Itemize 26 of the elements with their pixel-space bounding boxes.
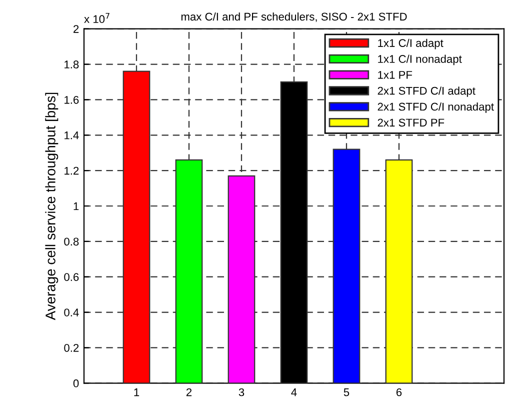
chart-title: max C/I and PF schedulers, SISO - 2x1 STFD [181,12,407,22]
x-tick-label: 3 [238,388,244,396]
text: x 10$^{7}$ [84,12,110,24]
x-tick-label: 1 [134,388,140,396]
y-tick-label: 0.2 [64,344,79,352]
x-tick-label: 5 [344,388,350,396]
x-tick-label: 2 [186,388,192,396]
legend-label: 1x1 PF [378,71,412,79]
x-tick-label: 6 [396,388,402,396]
legend-label: 1x1 C/I adapt [378,38,444,50]
legend-label: 2x1 STFD C/I adapt [378,86,476,97]
y-tick-label: 1.2 [64,166,79,175]
y-tick-label: 1.4 [64,132,79,140]
y-tick-label: 0.8 [64,238,79,246]
y-tick-label: 2 [74,25,79,33]
legend-label: 1x1 C/I nonadapt [378,54,462,66]
legend-label: 2x1 STFD C/I nonadapt [378,102,494,113]
y-tick-label: 1.8 [64,60,79,68]
y-tick-label: 0.6 [64,273,79,281]
y-tick-label: 1 [74,202,79,210]
legend-label: 2x1 STFD PF [378,118,444,127]
x-tick-label: 4 [291,388,297,396]
y-tick-label: 1.6 [64,96,79,104]
y-tick-label: 0.4 [64,308,79,316]
y-axis-title: Average cell service throughput [bps] [45,92,58,320]
y-tick-label: 0 [73,379,79,388]
